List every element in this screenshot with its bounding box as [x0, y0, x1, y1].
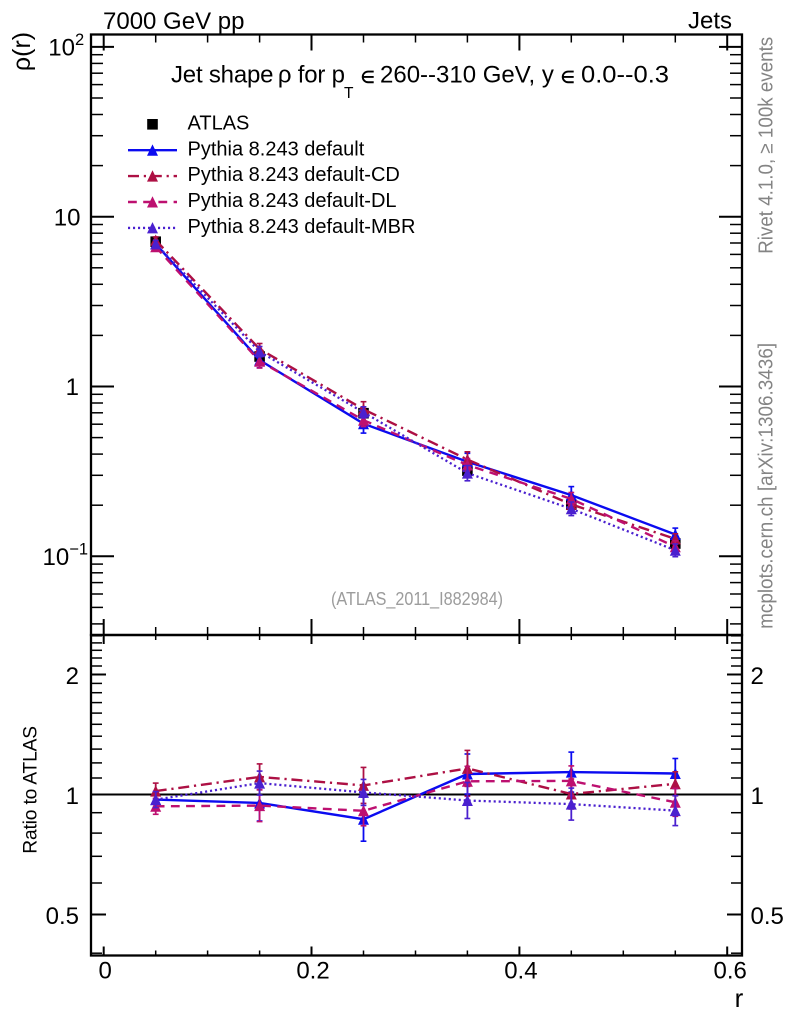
svg-text:Pythia 8.243 default-DL: Pythia 8.243 default-DL	[188, 190, 397, 212]
svg-text:mcplots.cern.ch [arXiv:1306.34: mcplots.cern.ch [arXiv:1306.3436]	[756, 343, 778, 629]
svg-text:Jet shape ρ for p: Jet shape ρ for p	[171, 62, 345, 89]
svg-text:T: T	[344, 85, 354, 102]
svg-text:2: 2	[66, 663, 79, 690]
svg-text:0: 0	[99, 957, 112, 984]
svg-text:Pythia 8.243 default: Pythia 8.243 default	[188, 138, 365, 160]
svg-text:10: 10	[54, 204, 81, 231]
svg-text:7000 GeV pp: 7000 GeV pp	[103, 8, 244, 35]
svg-text:0.6: 0.6	[714, 957, 747, 984]
svg-text:Jets: Jets	[688, 8, 732, 35]
svg-text:2: 2	[751, 663, 764, 690]
svg-text:r: r	[735, 983, 744, 1013]
svg-text:(ATLAS_2011_I882984): (ATLAS_2011_I882984)	[331, 589, 503, 610]
svg-text:1: 1	[66, 783, 79, 810]
svg-text:0.0--0.3: 0.0--0.3	[581, 62, 669, 89]
svg-text:Pythia 8.243 default-MBR: Pythia 8.243 default-MBR	[188, 216, 416, 238]
svg-text:Ratio to ATLAS: Ratio to ATLAS	[21, 726, 42, 854]
svg-text:Pythia 8.243 default-CD: Pythia 8.243 default-CD	[188, 164, 400, 186]
svg-text:1: 1	[751, 783, 764, 810]
svg-text:0.5: 0.5	[751, 903, 784, 930]
svg-text:Rivet 4.1.0, ≥ 100k events: Rivet 4.1.0, ≥ 100k events	[756, 37, 778, 254]
svg-text:0.5: 0.5	[46, 903, 79, 930]
svg-text:0.2: 0.2	[296, 957, 329, 984]
svg-text:1: 1	[66, 374, 79, 401]
svg-text:ρ(r): ρ(r)	[8, 32, 36, 71]
svg-text:260--310 GeV, y: 260--310 GeV, y	[380, 62, 554, 89]
svg-text:ATLAS: ATLAS	[188, 112, 250, 134]
svg-text:0.4: 0.4	[504, 957, 537, 984]
